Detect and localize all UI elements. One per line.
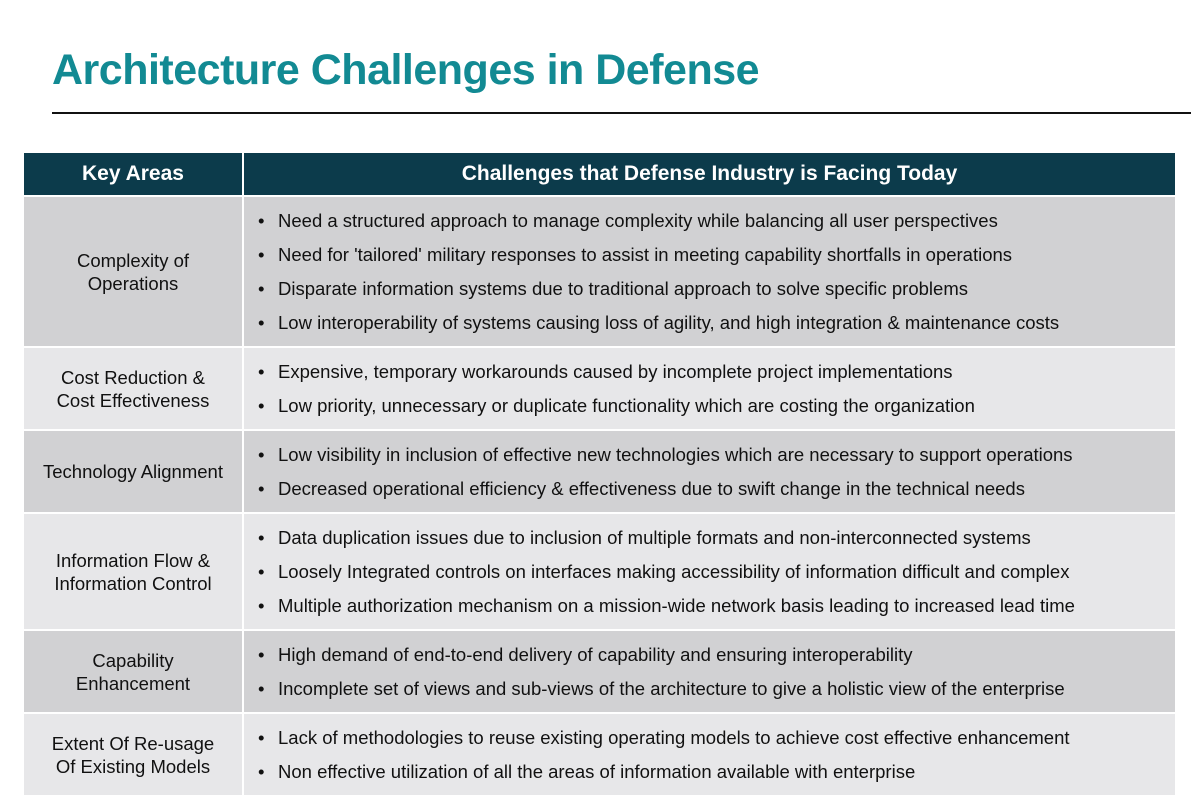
challenge-item: Multiple authorization mechanism on a mi…: [256, 589, 1175, 623]
challenge-item: Decreased operational efficiency & effec…: [256, 472, 1175, 506]
key-area-label: Information Flow & Information Control: [54, 549, 212, 594]
challenge-item: Low priority, unnecessary or duplicate f…: [256, 389, 1175, 423]
challenge-item: Loosely Integrated controls on interface…: [256, 555, 1175, 589]
challenges-table: Key Areas Challenges that Defense Indust…: [24, 153, 1175, 795]
key-area-cell: Complexity of Operations: [24, 197, 242, 346]
challenges-cell: Lack of methodologies to reuse existing …: [244, 714, 1175, 795]
challenge-item: Lack of methodologies to reuse existing …: [256, 721, 1175, 755]
challenge-item: Non effective utilization of all the are…: [256, 755, 1175, 789]
challenge-item: Low visibility in inclusion of effective…: [256, 438, 1175, 472]
challenges-cell: Low visibility in inclusion of effective…: [244, 431, 1175, 512]
key-area-label: Capability Enhancement: [75, 649, 191, 694]
key-area-label: Technology Alignment: [43, 461, 223, 482]
key-area-label: Complexity of Operations: [76, 249, 190, 294]
challenge-item: Need for 'tailored' military responses t…: [256, 238, 1175, 272]
challenge-item: Expensive, temporary workarounds caused …: [256, 355, 1175, 389]
challenge-item: High demand of end-to-end delivery of ca…: [256, 638, 1175, 672]
challenge-item: Data duplication issues due to inclusion…: [256, 521, 1175, 555]
key-area-cell: Cost Reduction & Cost Effectiveness: [24, 348, 242, 429]
challenges-cell: Expensive, temporary workarounds caused …: [244, 348, 1175, 429]
key-area-cell: Extent Of Re-usage Of Existing Models: [24, 714, 242, 795]
challenge-item: Need a structured approach to manage com…: [256, 204, 1175, 238]
challenge-item: Low interoperability of systems causing …: [256, 306, 1175, 340]
key-area-label: Cost Reduction & Cost Effectiveness: [56, 366, 210, 411]
challenges-cell: Data duplication issues due to inclusion…: [244, 514, 1175, 629]
challenges-cell: High demand of end-to-end delivery of ca…: [244, 631, 1175, 712]
challenges-cell: Need a structured approach to manage com…: [244, 197, 1175, 346]
challenge-item: Disparate information systems due to tra…: [256, 272, 1175, 306]
key-area-cell: Technology Alignment: [24, 431, 242, 512]
key-area-cell: Information Flow & Information Control: [24, 514, 242, 629]
key-area-label: Extent Of Re-usage Of Existing Models: [51, 732, 215, 777]
title-divider: [52, 112, 1191, 114]
challenge-item: Incomplete set of views and sub-views of…: [256, 672, 1175, 706]
page-title: Architecture Challenges in Defense: [52, 46, 760, 94]
header-challenges: Challenges that Defense Industry is Faci…: [244, 153, 1175, 195]
key-area-cell: Capability Enhancement: [24, 631, 242, 712]
header-key-areas: Key Areas: [24, 153, 242, 195]
